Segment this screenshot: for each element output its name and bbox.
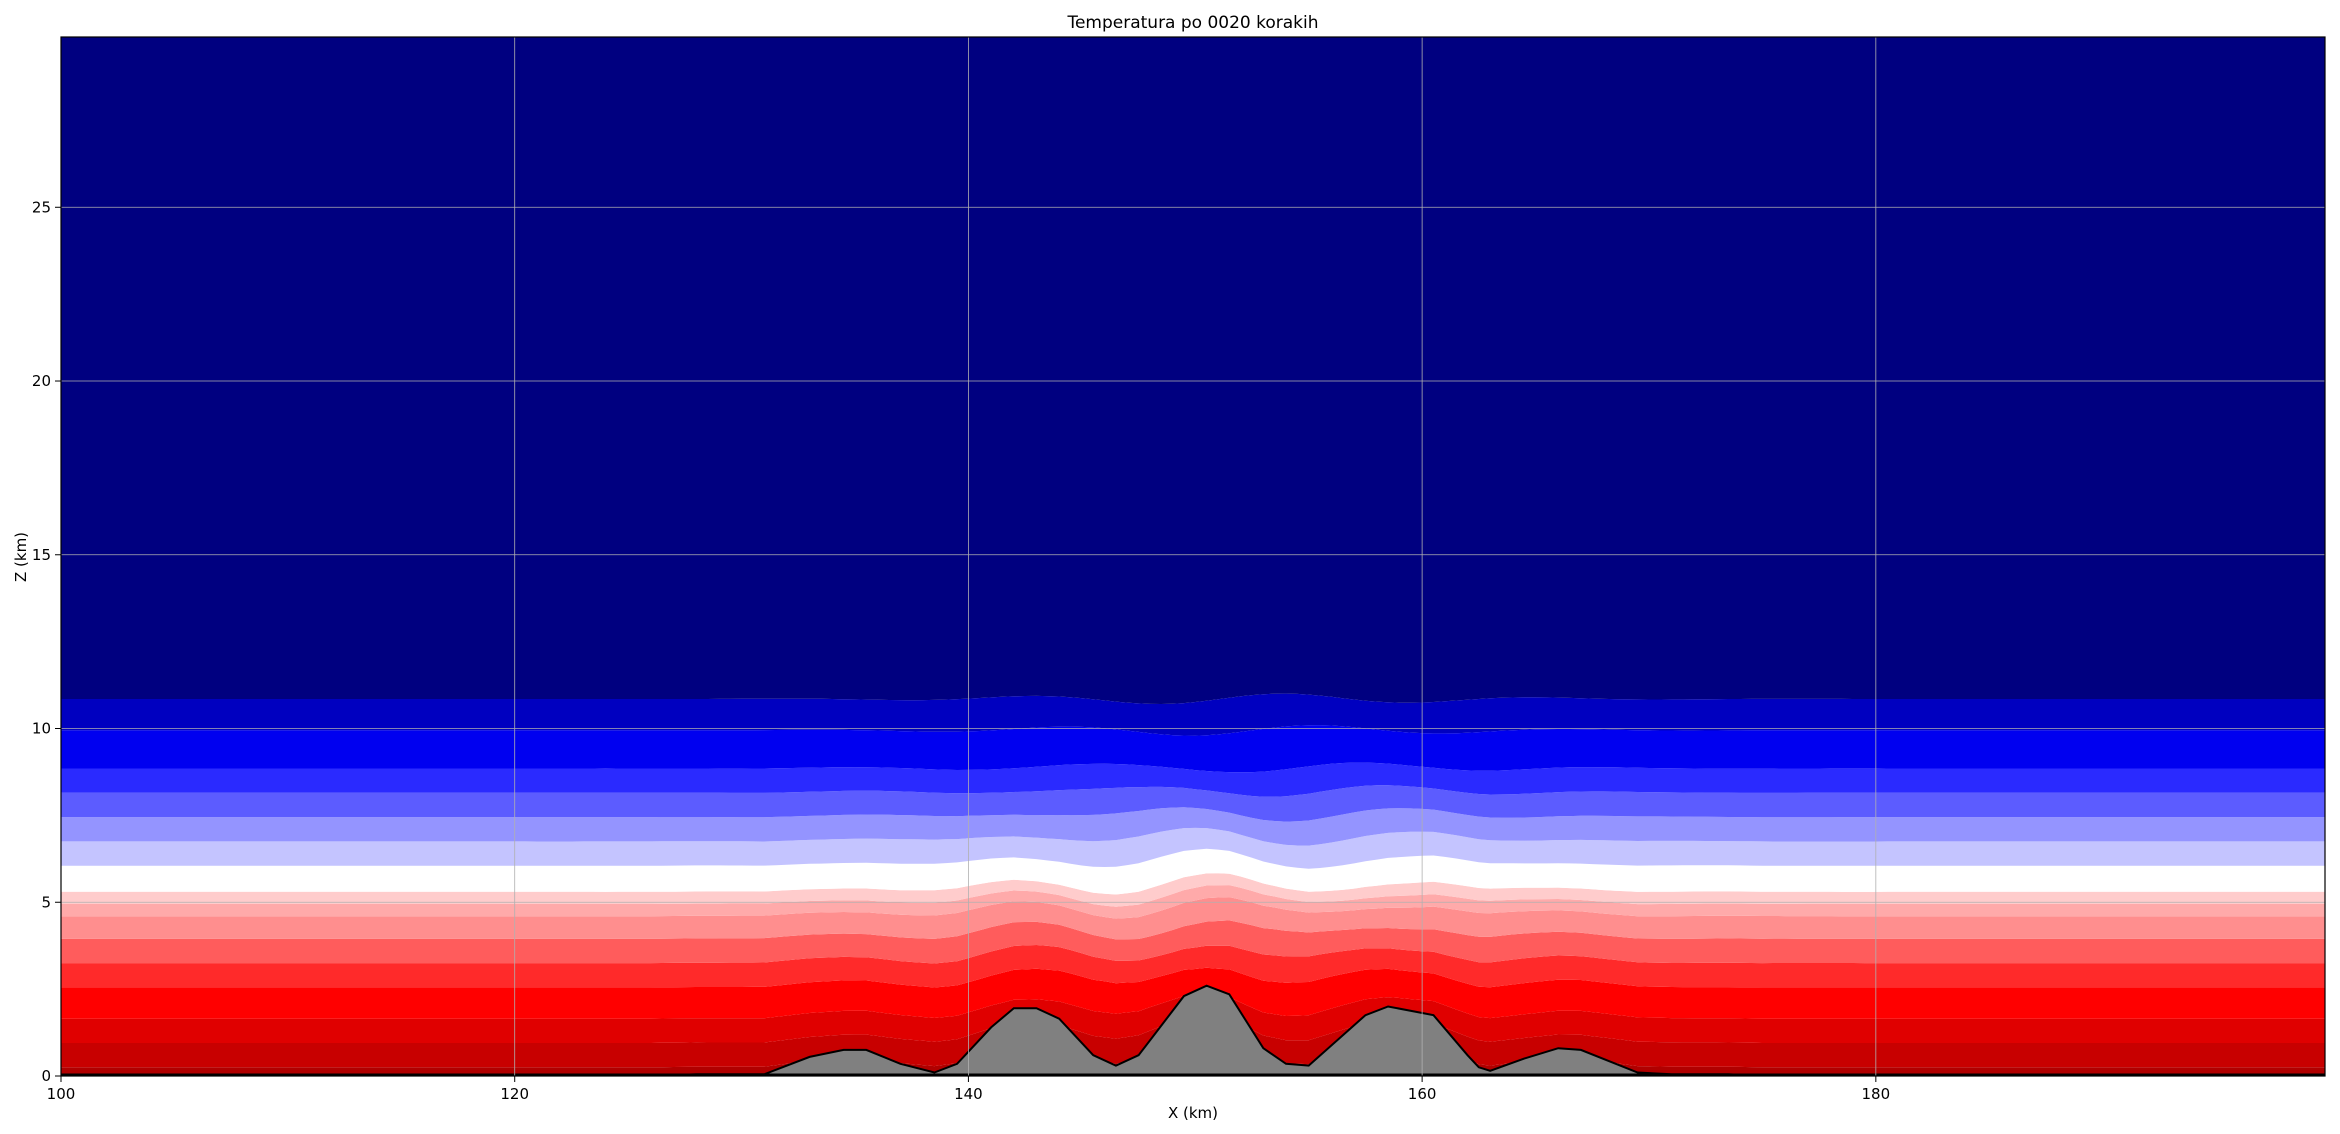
chart-title: Temperatura po 0020 korakih bbox=[1066, 13, 1318, 33]
x-tick-label-160: 160 bbox=[1408, 1085, 1437, 1103]
temperature-layer-8 bbox=[61, 873, 2325, 907]
terrain-fill bbox=[61, 985, 2325, 1076]
x-tick-label-100: 100 bbox=[47, 1085, 76, 1103]
y-tick-label-0: 0 bbox=[41, 1067, 51, 1085]
temperature-layer-10 bbox=[61, 827, 2325, 869]
temperature-layer-15 bbox=[61, 693, 2325, 736]
temperature-layer-16 bbox=[61, 37, 2325, 704]
terrain-outline bbox=[61, 984, 2325, 1076]
x-tick-label-180: 180 bbox=[1862, 1085, 1891, 1103]
temperature-layers bbox=[61, 37, 2325, 1076]
temperature-layer-13 bbox=[61, 762, 2325, 797]
y-tick-label-5: 5 bbox=[41, 893, 51, 911]
temperature-layer-6 bbox=[61, 897, 2325, 940]
y-tick-label-25: 25 bbox=[32, 198, 51, 216]
terrain-group bbox=[61, 984, 2325, 1076]
temperature-layer-1 bbox=[61, 1014, 2325, 1068]
temperature-layer-4 bbox=[61, 945, 2325, 988]
y-tick-label-15: 15 bbox=[32, 546, 51, 564]
temperature-layer-12 bbox=[61, 785, 2325, 822]
y-tick-label-20: 20 bbox=[32, 372, 51, 390]
temperature-layer-7 bbox=[61, 885, 2325, 919]
y-tick-label-10: 10 bbox=[32, 720, 51, 738]
temperature-layer-9 bbox=[61, 848, 2325, 895]
axis-ticks: 100 120 140 160 180 0 5 10 15 20 25 bbox=[32, 198, 1890, 1103]
x-tick-label-140: 140 bbox=[954, 1085, 983, 1103]
x-axis-label: X (km) bbox=[1168, 1104, 1218, 1122]
temperature-layer-2 bbox=[61, 994, 2325, 1043]
temperature-layer-14 bbox=[61, 725, 2325, 773]
temperature-layer-11 bbox=[61, 807, 2325, 846]
x-tick-label-120: 120 bbox=[500, 1085, 529, 1103]
plot-frame bbox=[60, 36, 2326, 1077]
y-axis-label: Z (km) bbox=[12, 532, 30, 582]
temperature-layer-5 bbox=[61, 920, 2325, 964]
